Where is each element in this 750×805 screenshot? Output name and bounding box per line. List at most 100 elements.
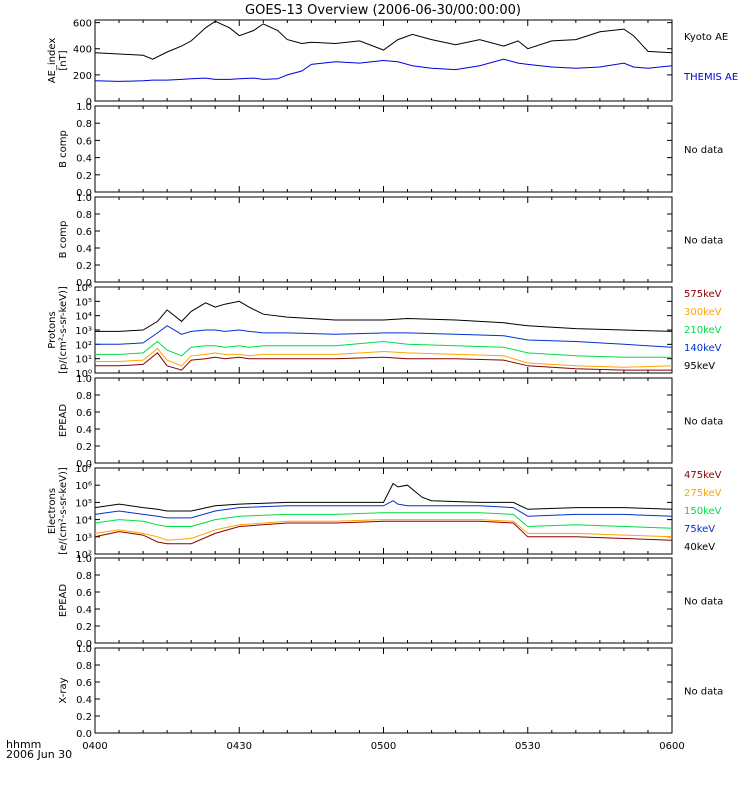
corner-label-date: 2006 Jun 30 [6, 748, 72, 761]
y-axis-units: [p/(cm²-s-sr-keV)] [58, 286, 69, 374]
time-tick-label: 0430 [227, 741, 252, 752]
series-line-140kev [95, 325, 673, 348]
y-tick-label: 0.0 [76, 729, 92, 740]
time-tick-label: 0500 [371, 741, 396, 752]
y-tick-label: 0.0 [76, 278, 92, 289]
y-tick-label: 10⁵ [75, 297, 92, 308]
panel-1: 0 200 400 600 AE_index [nT] Kyoto AE THEMIS AE [47, 19, 738, 108]
corner-label-hhmm: hhmm [6, 738, 41, 751]
y-tick-label: 0.4 [76, 244, 92, 255]
y-tick-label: 1.0 [76, 554, 92, 565]
legend-entry: 95keV [684, 361, 715, 372]
legend-entry: 140keV [684, 343, 722, 354]
y-axis-label: B comp [58, 221, 69, 259]
y-axis-label: EPEAD [58, 584, 69, 618]
series-line-150kev [94, 512, 673, 529]
series-line-75kev [94, 500, 673, 519]
y-tick-label: 10⁵ [75, 498, 92, 509]
y-tick-label: 0.0 [76, 639, 92, 650]
legend-entry: 210keV [684, 325, 722, 336]
legend-entry: 75keV [684, 524, 715, 535]
legend-entry: 40keV [684, 542, 715, 553]
panel-frame [94, 105, 673, 193]
panel-7: 0.0 0.2 0.4 0.6 0.8 1.0 EPEAD No data [58, 554, 723, 650]
series-line-275kev [94, 519, 673, 541]
series-line-210kev [95, 340, 672, 358]
y-tick-label: 600 [73, 19, 92, 30]
series-line-kyoto-ae [94, 20, 673, 60]
y-tick-label: 1.0 [76, 374, 92, 385]
no-data-label: No data [684, 597, 723, 608]
y-tick-label: 0.2 [76, 442, 92, 453]
y-tick-label: 10³ [75, 326, 92, 337]
y-tick-label: 10⁶ [75, 283, 92, 294]
y-tick-label: 10¹ [75, 355, 92, 366]
legend-entry: 275keV [684, 488, 722, 499]
y-axis-label: X-ray [58, 677, 69, 703]
y-tick-label: 10² [75, 340, 92, 351]
legend-entry: 575keV [684, 289, 722, 300]
time-tick-label: 0530 [515, 741, 540, 752]
y-tick-label: 200 [73, 71, 92, 82]
y-tick-label: 0.6 [76, 136, 92, 147]
panel-4: 10⁰ 10¹ 10² 10³ 10⁴ 10⁵ 10⁶ Protons [p/(cm²-s-sr… [47, 283, 722, 380]
panel-frame [94, 647, 673, 734]
y-tick-label: 0.8 [76, 119, 92, 130]
panel-8: 0.0 0.2 0.4 0.6 0.8 1.0 X-ray No data [58, 644, 723, 740]
panel-frame [94, 286, 673, 374]
y-tick-label: 0.2 [76, 622, 92, 633]
y-axis-label: Electrons [47, 488, 58, 534]
y-axis-units: [e/(cm²-s-sr-keV)] [58, 467, 69, 555]
legend-entry: 475keV [684, 470, 722, 481]
y-tick-label: 0 [86, 97, 92, 108]
series-line-300kev [95, 347, 673, 368]
y-tick-label: 0.4 [76, 605, 92, 616]
y-tick-label: 0.6 [76, 678, 92, 689]
time-tick-label: 0400 [82, 741, 107, 752]
y-tick-label: 0.4 [76, 154, 92, 165]
panel-frame [94, 196, 673, 283]
series-line-95kev [95, 300, 673, 332]
y-tick-label: 0.2 [76, 712, 92, 723]
y-tick-label: 10⁶ [75, 481, 92, 492]
y-tick-label: 0.4 [76, 695, 92, 706]
no-data-label: No data [684, 236, 723, 247]
y-axis-label: AE_index [47, 38, 58, 84]
y-tick-label: 0.2 [76, 261, 92, 272]
y-tick-label: 0.8 [76, 391, 92, 402]
y-tick-label: 0.6 [76, 588, 92, 599]
y-tick-label: 10⁷ [75, 464, 92, 475]
panel-6: 10² 10³ 10⁴ 10⁵ 10⁶ 10⁷ Electrons [e/(cm²-s-sr-… [47, 464, 722, 561]
series-line-themis-ae [94, 58, 673, 82]
y-tick-label: 10³ [75, 533, 92, 544]
y-tick-label: 0.2 [76, 171, 92, 182]
legend-entry: Kyoto AE [684, 32, 728, 43]
no-data-label: No data [684, 417, 723, 428]
y-tick-label: 400 [73, 45, 92, 56]
y-tick-label: 10⁴ [75, 516, 92, 527]
no-data-label: No data [684, 687, 723, 698]
y-tick-label: 1.0 [76, 102, 92, 113]
y-tick-label: 0.6 [76, 227, 92, 238]
y-tick-label: 0.4 [76, 425, 92, 436]
y-axis-label: EPEAD [58, 404, 69, 438]
y-tick-label: 0.6 [76, 408, 92, 419]
y-tick-label: 1.0 [76, 193, 92, 204]
y-tick-label: 10² [75, 550, 92, 561]
legend-entry: 300keV [684, 307, 722, 318]
time-tick-label: 0600 [659, 741, 684, 752]
series-line-475kev [94, 520, 673, 545]
y-tick-label: 10⁰ [75, 369, 92, 380]
no-data-label: No data [684, 145, 723, 156]
panel-frame [94, 557, 673, 644]
legend-entry: 150keV [684, 506, 722, 517]
panel-2: 0.0 0.2 0.4 0.6 0.8 1.0 B comp No data [58, 102, 723, 199]
y-tick-label: 1.0 [76, 644, 92, 655]
y-axis-label: B comp [58, 130, 69, 168]
panel-3: 0.0 0.2 0.4 0.6 0.8 1.0 B comp No data [58, 193, 723, 289]
panel-frame [94, 377, 673, 464]
y-axis-units: [nT] [58, 50, 69, 70]
